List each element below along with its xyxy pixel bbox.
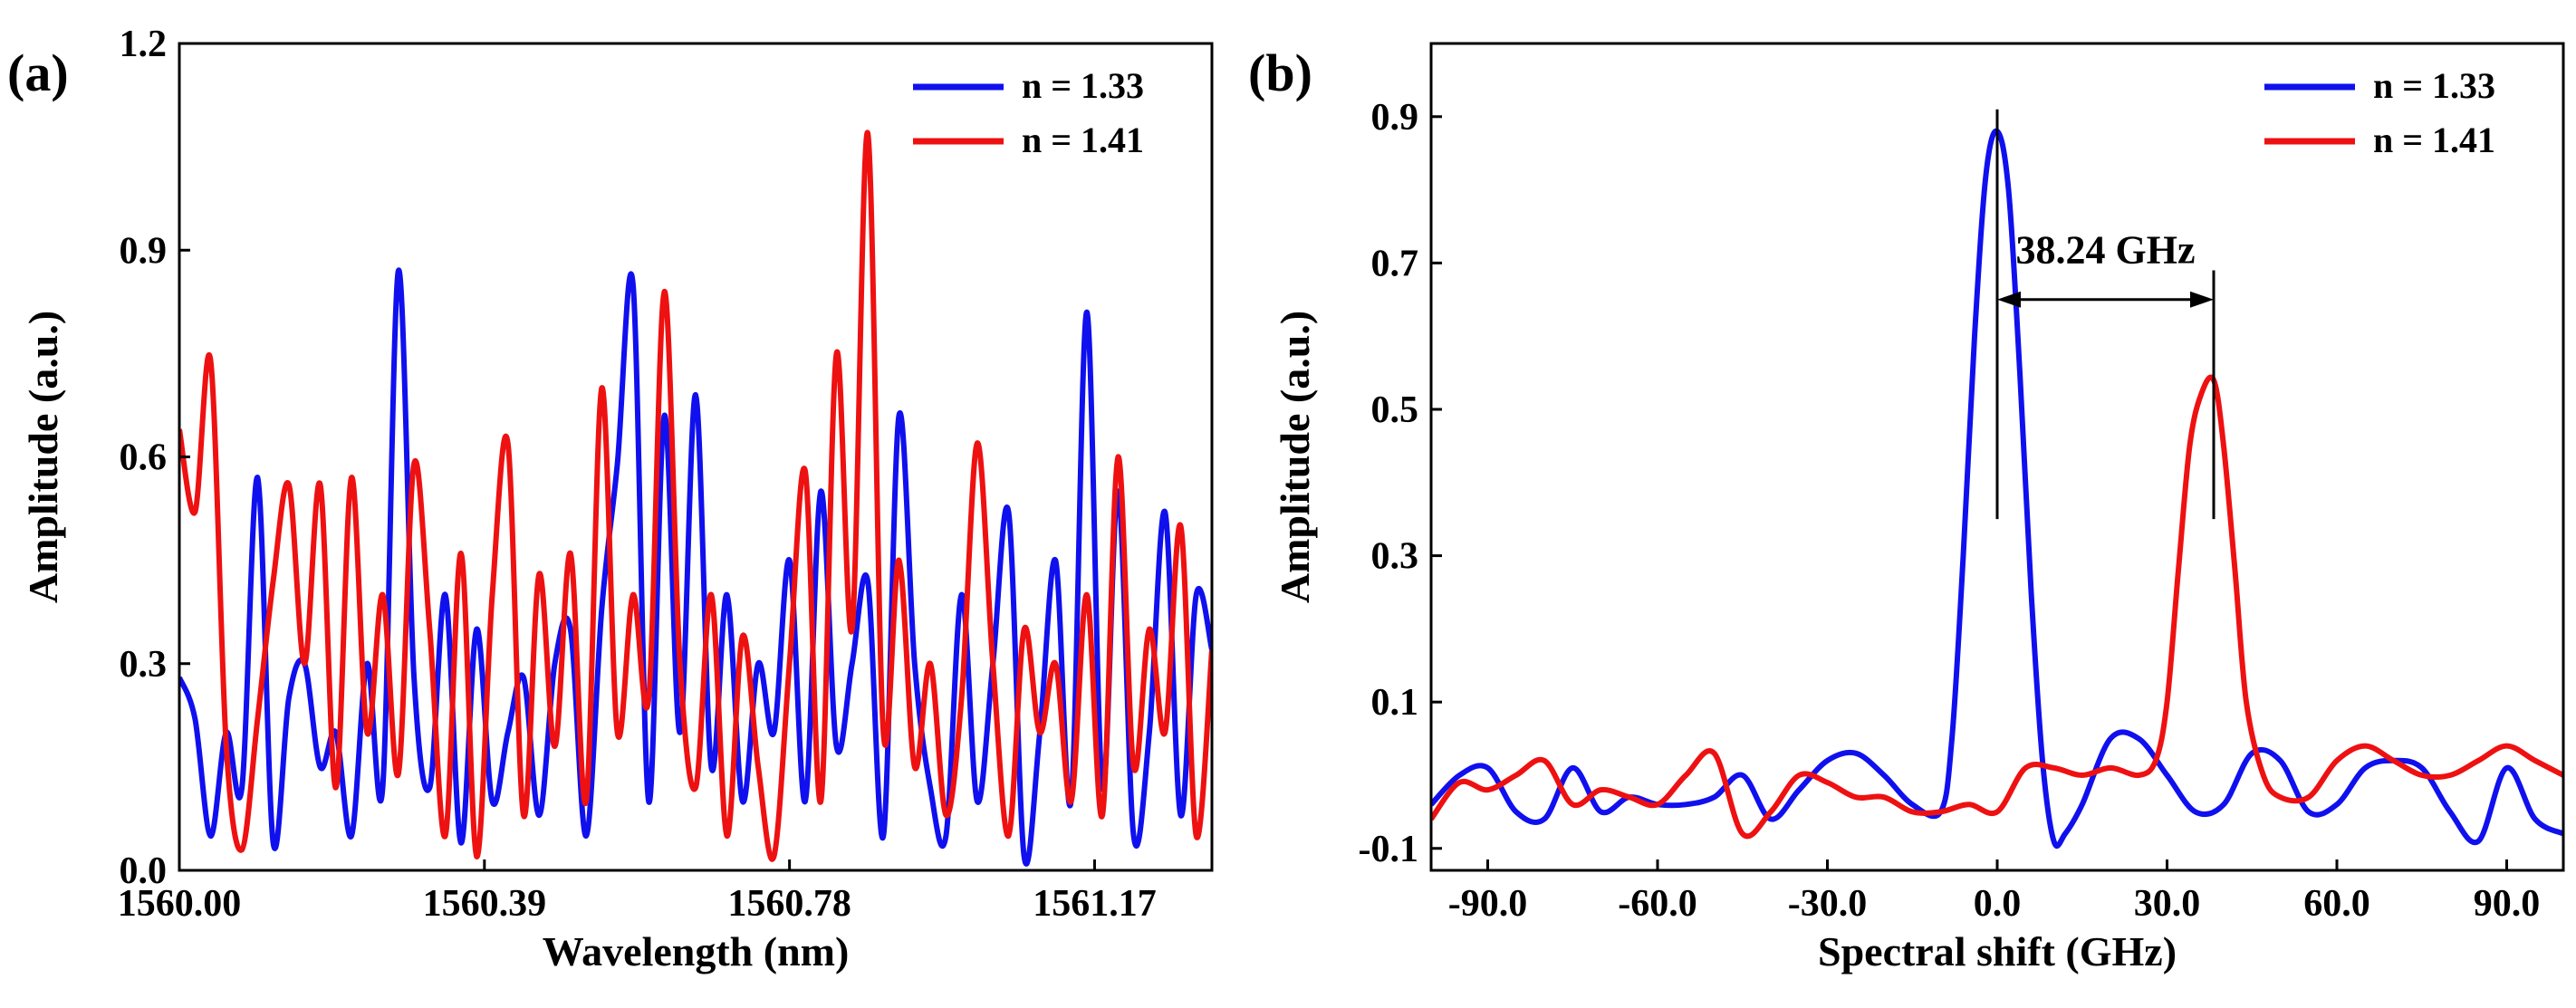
panel-b: 38.24 GHz -90.0 -60.0 -30.0 0.0 30.0 60.0 90.0 -… (1248, 42, 2565, 974)
x-axis-title: Spectral shift (GHz) (1818, 928, 2177, 974)
x-tick-label: 30.0 (2134, 883, 2201, 925)
legend-label-2: n = 1.41 (1022, 120, 1144, 160)
arrow-right-icon (2190, 291, 2214, 308)
x-tick-label: -30.0 (1788, 883, 1868, 925)
series-line-1 (1431, 128, 2563, 850)
series-line-1 (179, 267, 1212, 867)
shift-annotation: 38.24 GHz (1995, 109, 2216, 520)
y-axis-title: Amplitude (a.u.) (20, 311, 66, 603)
series-line-2 (1431, 374, 2563, 840)
legend-label-2: n = 1.41 (2373, 120, 2495, 160)
y-tick-label: 0.0 (120, 850, 168, 892)
series-line-2 (179, 130, 1212, 862)
x-tick-label: 90.0 (2474, 883, 2541, 925)
legend-label-1: n = 1.33 (1022, 65, 1144, 106)
x-tick-label: 60.0 (2303, 883, 2370, 925)
x-tick-label: 0.0 (1974, 883, 2022, 925)
panel-label: (b) (1248, 43, 1312, 102)
x-tick-label: -60.0 (1618, 883, 1697, 925)
y-axis-title: Amplitude (a.u.) (1272, 311, 1318, 603)
y-tick-label: 0.7 (1371, 243, 1419, 284)
x-tick-label: 1561.17 (1033, 883, 1157, 925)
y-tick-label: 0.3 (120, 644, 168, 686)
y-tick-label: 0.1 (1371, 682, 1419, 724)
y-tick-label: 0.5 (1371, 389, 1419, 431)
y-tick-label: 0.9 (120, 230, 168, 272)
panel-label: (a) (7, 43, 69, 102)
x-tick-label: -90.0 (1448, 883, 1528, 925)
shift-annotation-label: 38.24 GHz (2016, 227, 2196, 272)
y-tick-label: 1.2 (120, 24, 168, 65)
legend-label-1: n = 1.33 (2373, 65, 2495, 106)
legend: n = 1.33 n = 1.41 (913, 65, 1144, 160)
y-tick-label: -0.1 (1359, 829, 1419, 870)
y-tick-label: 0.9 (1371, 97, 1419, 139)
x-tick-label: 1560.39 (423, 883, 547, 925)
arrow-left-icon (1997, 291, 2021, 308)
panel-a: 1560.00 1560.39 1560.78 1561.17 0.0 0.3 0.6 0.9… (7, 24, 1214, 974)
x-tick-label: 1560.78 (727, 883, 851, 925)
y-tick-label: 0.3 (1371, 536, 1419, 578)
legend: n = 1.33 n = 1.41 (2264, 65, 2495, 160)
x-tick-label: 1560.00 (118, 883, 242, 925)
y-tick-label: 0.6 (120, 437, 168, 479)
x-axis-title: Wavelength (nm) (543, 928, 850, 974)
